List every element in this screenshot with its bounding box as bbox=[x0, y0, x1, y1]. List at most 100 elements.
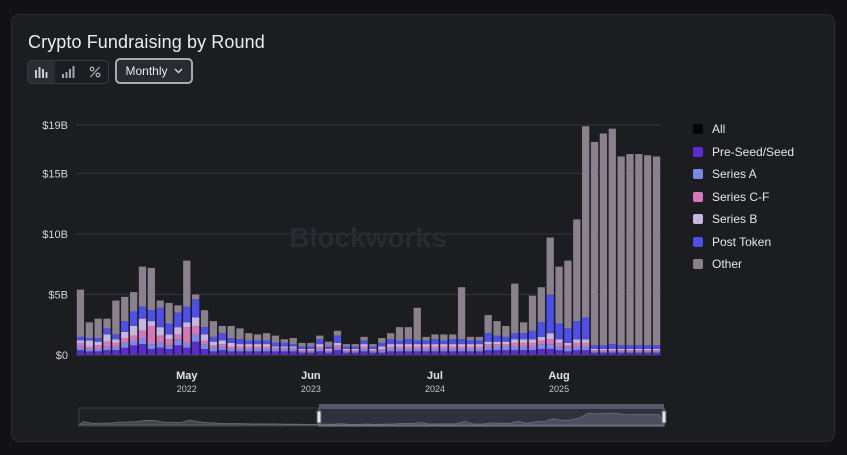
bar-segment-series-c-f[interactable] bbox=[94, 345, 102, 349]
bar-segment-other[interactable] bbox=[280, 339, 288, 343]
bar-segment-pre-seed-seed[interactable] bbox=[262, 351, 271, 355]
bar-segment-pre-seed-seed[interactable] bbox=[103, 350, 111, 355]
bar-segment-series-c-f[interactable] bbox=[422, 346, 430, 349]
bar-segment-series-b[interactable] bbox=[404, 344, 413, 347]
bar-segment-post-token[interactable] bbox=[652, 345, 661, 349]
bar-segment-series-a[interactable] bbox=[76, 346, 85, 351]
bar-segment-post-token[interactable] bbox=[324, 346, 333, 349]
bar-segment-other[interactable] bbox=[590, 141, 599, 346]
bar-segment-series-b[interactable] bbox=[484, 341, 492, 345]
bar-segment-pre-seed-seed[interactable] bbox=[644, 352, 652, 355]
bar-segment-series-c-f[interactable] bbox=[129, 335, 138, 341]
bar-segment-pre-seed-seed[interactable] bbox=[608, 352, 616, 355]
bar-segment-post-token[interactable] bbox=[298, 346, 306, 349]
bar-segment-pre-seed-seed[interactable] bbox=[378, 352, 386, 355]
bar-segment-series-c-f[interactable] bbox=[413, 346, 421, 349]
bar-segment-series-a[interactable] bbox=[342, 351, 350, 353]
bar-segment-series-c-f[interactable] bbox=[431, 346, 439, 349]
bar-segment-series-c-f[interactable] bbox=[626, 350, 634, 352]
bar-segment-other[interactable] bbox=[103, 318, 111, 329]
bar-segment-series-a[interactable] bbox=[112, 346, 120, 351]
bar-segment-series-a[interactable] bbox=[608, 351, 616, 353]
bar-segment-post-token[interactable] bbox=[502, 336, 510, 342]
navigator-left-handle[interactable] bbox=[316, 410, 322, 424]
bar-segment-series-c-f[interactable] bbox=[582, 342, 590, 347]
navigator-selection[interactable] bbox=[318, 407, 665, 427]
bar-segment-series-b[interactable] bbox=[245, 344, 253, 347]
bar-segment-other[interactable] bbox=[94, 318, 102, 339]
bar-segment-other[interactable] bbox=[147, 267, 155, 311]
bar-segment-pre-seed-seed[interactable] bbox=[76, 350, 85, 355]
bar-segment-series-a[interactable] bbox=[324, 351, 333, 353]
bar-segment-series-a[interactable] bbox=[138, 338, 147, 345]
bar-segment-post-token[interactable] bbox=[174, 312, 182, 328]
bar-segment-series-c-f[interactable] bbox=[103, 341, 111, 347]
bar-segment-pre-seed-seed[interactable] bbox=[85, 351, 93, 355]
bar-segment-series-c-f[interactable] bbox=[76, 342, 85, 347]
bar-segment-pre-seed-seed[interactable] bbox=[333, 350, 342, 355]
bar-segment-series-b[interactable] bbox=[254, 344, 262, 347]
bar-segment-pre-seed-seed[interactable] bbox=[528, 350, 537, 355]
bar-segment-pre-seed-seed[interactable] bbox=[511, 350, 519, 355]
bar-segment-post-token[interactable] bbox=[395, 340, 404, 345]
bar-segment-series-b[interactable] bbox=[165, 334, 173, 340]
bar-segment-other[interactable] bbox=[387, 333, 395, 340]
bar-segment-other[interactable] bbox=[298, 342, 306, 347]
bar-segment-pre-seed-seed[interactable] bbox=[457, 351, 466, 355]
bar-segment-series-a[interactable] bbox=[626, 351, 634, 353]
bar-segment-series-c-f[interactable] bbox=[324, 350, 333, 352]
bar-segment-series-c-f[interactable] bbox=[342, 350, 350, 352]
bar-segment-series-b[interactable] bbox=[183, 322, 191, 328]
bar-segment-other[interactable] bbox=[626, 154, 634, 346]
bar-segment-other[interactable] bbox=[378, 338, 386, 343]
bar-segment-post-token[interactable] bbox=[519, 333, 528, 340]
bar-segment-series-c-f[interactable] bbox=[466, 346, 475, 349]
bar-segment-series-a[interactable] bbox=[218, 346, 226, 351]
bar-segment-series-b[interactable] bbox=[200, 334, 209, 341]
bar-segment-other[interactable] bbox=[440, 334, 448, 341]
bar-segment-series-b[interactable] bbox=[129, 325, 138, 336]
bar-segment-other[interactable] bbox=[183, 260, 191, 307]
bar-segment-series-c-f[interactable] bbox=[502, 344, 510, 347]
bar-segment-pre-seed-seed[interactable] bbox=[298, 352, 306, 355]
bar-segment-series-c-f[interactable] bbox=[546, 339, 554, 345]
bar-segment-series-a[interactable] bbox=[599, 351, 608, 353]
bar-segment-post-token[interactable] bbox=[289, 344, 297, 347]
bar-segment-pre-seed-seed[interactable] bbox=[200, 348, 209, 355]
bar-segment-other[interactable] bbox=[76, 289, 85, 337]
bar-segment-series-a[interactable] bbox=[289, 348, 297, 352]
bar-segment-post-token[interactable] bbox=[342, 346, 350, 349]
bar-segment-other[interactable] bbox=[546, 237, 554, 295]
bar-segment-series-a[interactable] bbox=[200, 344, 209, 349]
bar-segment-series-c-f[interactable] bbox=[590, 350, 599, 352]
bar-segment-pre-seed-seed[interactable] bbox=[271, 351, 280, 355]
bar-segment-pre-seed-seed[interactable] bbox=[635, 352, 643, 355]
bar-segment-series-a[interactable] bbox=[617, 351, 625, 353]
bar-segment-post-token[interactable] bbox=[457, 339, 466, 345]
bar-segment-series-b[interactable] bbox=[564, 342, 572, 346]
bar-segment-series-c-f[interactable] bbox=[271, 347, 280, 349]
bar-segment-series-c-f[interactable] bbox=[528, 342, 537, 347]
bar-segment-pre-seed-seed[interactable] bbox=[466, 351, 475, 355]
bar-segment-series-c-f[interactable] bbox=[440, 346, 448, 349]
bar-segment-post-token[interactable] bbox=[271, 342, 280, 347]
bar-segment-series-a[interactable] bbox=[351, 351, 359, 353]
bar-segment-series-c-f[interactable] bbox=[475, 346, 483, 349]
bar-segment-series-a[interactable] bbox=[431, 348, 439, 352]
bar-segment-series-a[interactable] bbox=[236, 348, 244, 352]
bar-segment-series-c-f[interactable] bbox=[245, 346, 253, 349]
bar-segment-post-token[interactable] bbox=[236, 339, 244, 345]
bar-segment-post-token[interactable] bbox=[644, 345, 652, 349]
bar-segment-post-token[interactable] bbox=[200, 327, 209, 335]
bar-segment-pre-seed-seed[interactable] bbox=[112, 350, 120, 355]
bar-segment-post-token[interactable] bbox=[404, 339, 413, 345]
bar-segment-series-a[interactable] bbox=[564, 347, 572, 352]
bar-segment-post-token[interactable] bbox=[617, 345, 625, 349]
bar-segment-series-c-f[interactable] bbox=[200, 340, 209, 345]
bar-segment-pre-seed-seed[interactable] bbox=[413, 351, 421, 355]
bar-segment-post-token[interactable] bbox=[209, 336, 218, 342]
bar-segment-series-c-f[interactable] bbox=[644, 350, 652, 352]
bar-segment-pre-seed-seed[interactable] bbox=[94, 351, 102, 355]
bar-segment-other[interactable] bbox=[502, 325, 510, 337]
bar-segment-pre-seed-seed[interactable] bbox=[484, 350, 492, 355]
